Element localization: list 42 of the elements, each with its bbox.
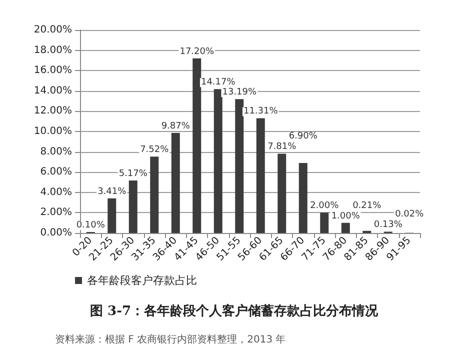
data-label: 3.41% — [98, 186, 127, 197]
data-label: 0.10% — [76, 220, 106, 230]
y-tick-label: 4.00% — [40, 186, 72, 198]
data-label: 5.17% — [118, 169, 148, 180]
data-label: 0.13% — [374, 220, 403, 230]
data-label: 17.20% — [180, 46, 214, 57]
y-tick-label: 2.00% — [40, 207, 72, 218]
bar — [214, 89, 222, 233]
bar — [128, 180, 138, 233]
y-tick-label: 14.00% — [34, 85, 72, 96]
bar — [341, 222, 350, 233]
data-label: 7.52% — [140, 145, 170, 156]
data-label: 0.21% — [352, 200, 382, 211]
data-label: 0.02% — [395, 210, 424, 220]
data-label: 11.31% — [243, 106, 278, 117]
y-tick-label: 10.00% — [34, 126, 72, 137]
data-label: 6.90% — [288, 132, 318, 142]
y-tick-label: 8.00% — [40, 146, 72, 158]
y-tick-label: 0.00% — [40, 228, 72, 238]
data-label: 7.81% — [268, 142, 297, 152]
data-label: 9.87% — [161, 121, 190, 132]
data-label: 14.17% — [200, 78, 236, 88]
data-label: 1.00% — [331, 211, 360, 222]
bar — [108, 198, 116, 233]
bar — [256, 118, 265, 233]
y-tick-label: 12.00% — [34, 106, 72, 117]
bar — [192, 58, 202, 233]
bar — [278, 154, 286, 233]
bar — [235, 99, 244, 233]
bar — [298, 162, 308, 233]
legend-label: 各年龄段客户存款占比 — [87, 274, 197, 287]
data-label: 13.19% — [222, 88, 257, 98]
text: 图 3-7：各年龄段个人客户储蓄存款占比分布情况 — [90, 303, 380, 319]
y-tick-label: 16.00% — [34, 65, 72, 76]
bar — [150, 156, 159, 233]
y-tick-label: 18.00% — [34, 44, 72, 56]
text: 资料来源：根据 F 农商银行内部资料整理，2013 年 — [55, 334, 286, 346]
y-tick-label: 6.00% — [40, 166, 72, 178]
data-label: 2.00% — [310, 201, 340, 212]
y-tick-label: 20.00% — [34, 24, 72, 36]
bar — [171, 132, 180, 233]
bar — [320, 212, 329, 233]
